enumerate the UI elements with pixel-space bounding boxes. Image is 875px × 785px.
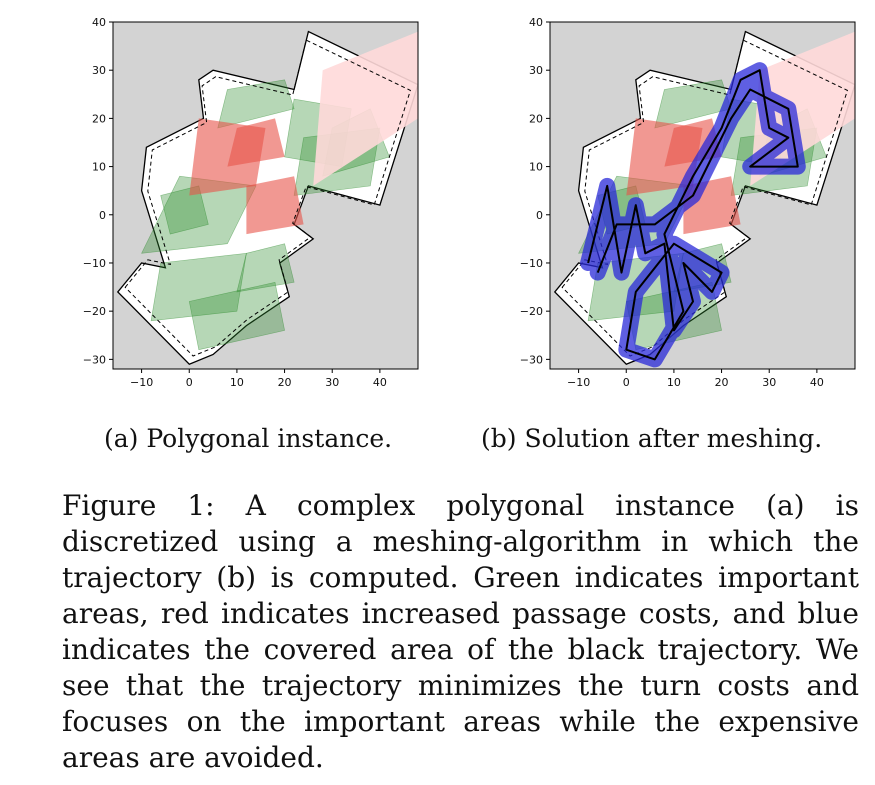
important-area [217, 79, 295, 129]
dashed-boundary [124, 39, 412, 357]
costly-area [227, 118, 285, 167]
costly-area [313, 31, 418, 186]
y-tick-label: 20 [92, 112, 106, 125]
y-tick-label: −20 [520, 305, 543, 318]
y-tick-label: −10 [520, 257, 543, 270]
y-tick-label: −10 [83, 257, 106, 270]
axes-frame [112, 21, 419, 370]
caption-text: Figure 1: A complex polygonal instance (… [62, 489, 859, 774]
x-tick-label: −10 [130, 376, 153, 389]
costly-area [246, 176, 304, 235]
panel-b: −10 0 10 20 30 40 −30 −20 −10 0 10 20 30 40 [437, 0, 874, 404]
panel-a: −10 0 10 20 30 40 −30 −20 −10 0 10 20 30 40 [0, 0, 437, 404]
x-tick-label: 10 [230, 376, 244, 389]
axes-frame [549, 21, 856, 370]
x-tick-label: −10 [567, 376, 590, 389]
y-tick-label: 0 [536, 209, 543, 222]
y-tick-label: 20 [529, 112, 543, 125]
y-tick-label: 40 [529, 16, 543, 29]
y-tick-label: −30 [83, 353, 106, 366]
subcaption-b: (b) Solution after meshing. [481, 424, 823, 453]
important-area [188, 281, 285, 351]
x-tick-label: 0 [186, 376, 193, 389]
y-tick-label: 30 [529, 64, 543, 77]
figure-caption: Figure 1: A complex polygonal instance (… [62, 488, 859, 776]
important-area [654, 79, 732, 129]
y-tick-label: −30 [520, 353, 543, 366]
subcaption-a: (a) Polygonal instance. [104, 424, 393, 453]
plot-polygonal-instance: −10 0 10 20 30 40 −30 −20 −10 0 10 20 30 40 [83, 16, 419, 389]
y-tick-label: −20 [83, 305, 106, 318]
plot-solution-after-meshing: −10 0 10 20 30 40 −30 −20 −10 0 10 20 30 40 [520, 16, 856, 389]
x-tick-label: 20 [715, 376, 729, 389]
x-tick-label: 30 [325, 376, 339, 389]
y-tick-label: 30 [92, 64, 106, 77]
dashed-boundary [561, 39, 849, 357]
y-tick-label: 10 [92, 161, 106, 174]
trajectory-line [587, 69, 799, 361]
y-tick-label: 0 [99, 209, 106, 222]
y-tick-label: 40 [92, 16, 106, 29]
x-tick-label: 40 [373, 376, 387, 389]
x-tick-label: 0 [623, 376, 630, 389]
x-tick-label: 40 [810, 376, 824, 389]
y-tick-label: 10 [529, 161, 543, 174]
x-tick-label: 20 [278, 376, 292, 389]
important-area [236, 243, 295, 293]
x-tick-label: 10 [667, 376, 681, 389]
x-tick-label: 30 [762, 376, 776, 389]
